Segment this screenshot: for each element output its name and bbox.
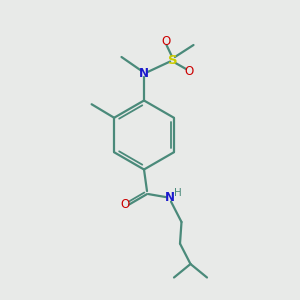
Text: O: O: [184, 65, 194, 78]
Text: O: O: [162, 35, 171, 48]
Text: N: N: [139, 67, 149, 80]
Text: H: H: [174, 188, 182, 199]
Text: N: N: [164, 190, 175, 204]
Text: O: O: [121, 198, 130, 211]
Text: S: S: [168, 53, 177, 67]
